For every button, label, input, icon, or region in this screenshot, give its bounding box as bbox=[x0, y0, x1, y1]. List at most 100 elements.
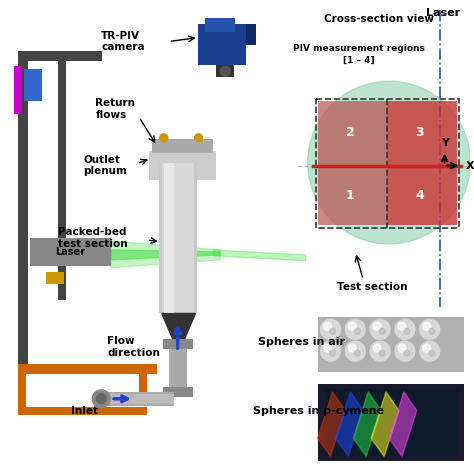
Bar bbox=[14, 66, 22, 114]
Circle shape bbox=[96, 394, 106, 404]
Bar bbox=[318, 384, 465, 461]
Text: Test section: Test section bbox=[337, 282, 408, 292]
Circle shape bbox=[398, 322, 406, 330]
Text: Laser: Laser bbox=[55, 247, 85, 257]
Circle shape bbox=[423, 322, 431, 330]
Circle shape bbox=[320, 341, 340, 361]
Circle shape bbox=[404, 350, 410, 356]
Bar bbox=[57, 61, 65, 300]
Text: 1: 1 bbox=[346, 189, 355, 202]
Text: Spheres in p-cymene: Spheres in p-cymene bbox=[253, 406, 384, 416]
Circle shape bbox=[373, 344, 381, 352]
Circle shape bbox=[346, 341, 365, 361]
Circle shape bbox=[420, 341, 440, 361]
Bar bbox=[18, 61, 28, 369]
Polygon shape bbox=[111, 250, 220, 260]
Circle shape bbox=[373, 322, 381, 330]
Polygon shape bbox=[353, 392, 381, 456]
Polygon shape bbox=[162, 313, 195, 341]
Bar bbox=[162, 163, 193, 313]
Bar bbox=[318, 101, 387, 165]
Circle shape bbox=[370, 319, 390, 339]
Polygon shape bbox=[298, 10, 470, 308]
Bar bbox=[316, 99, 458, 228]
Circle shape bbox=[329, 350, 336, 356]
Circle shape bbox=[354, 328, 360, 334]
Bar bbox=[205, 18, 235, 32]
Text: Laser: Laser bbox=[426, 8, 460, 18]
Circle shape bbox=[379, 350, 385, 356]
Circle shape bbox=[348, 322, 356, 330]
Bar bbox=[94, 392, 173, 406]
Bar bbox=[30, 238, 111, 266]
Circle shape bbox=[194, 134, 202, 142]
Bar bbox=[216, 65, 234, 77]
Polygon shape bbox=[336, 392, 363, 456]
Text: Cross-section view: Cross-section view bbox=[324, 14, 434, 24]
Bar bbox=[163, 387, 192, 397]
Text: TR-PIV
camera: TR-PIV camera bbox=[101, 31, 145, 52]
Circle shape bbox=[348, 344, 356, 352]
Bar bbox=[139, 374, 147, 404]
Circle shape bbox=[423, 344, 431, 352]
Circle shape bbox=[395, 341, 415, 361]
Bar bbox=[46, 272, 64, 283]
Circle shape bbox=[379, 328, 385, 334]
Text: [1 – 4]: [1 – 4] bbox=[344, 56, 375, 65]
Bar bbox=[152, 139, 213, 153]
Bar bbox=[18, 374, 26, 409]
Bar bbox=[149, 151, 216, 181]
Bar bbox=[94, 394, 173, 404]
Text: Inlet: Inlet bbox=[72, 406, 99, 416]
Bar bbox=[199, 24, 246, 65]
Text: X: X bbox=[465, 161, 474, 171]
Circle shape bbox=[329, 328, 336, 334]
Circle shape bbox=[428, 328, 435, 334]
Circle shape bbox=[395, 319, 415, 339]
Text: Y: Y bbox=[441, 137, 448, 148]
Bar bbox=[387, 165, 456, 225]
Text: Spheres in air: Spheres in air bbox=[258, 337, 345, 347]
Polygon shape bbox=[318, 392, 346, 456]
Circle shape bbox=[324, 322, 331, 330]
Circle shape bbox=[92, 390, 110, 408]
Text: 4: 4 bbox=[415, 189, 424, 202]
Bar bbox=[163, 339, 192, 349]
Text: PIV measurement regions: PIV measurement regions bbox=[293, 45, 425, 54]
Bar bbox=[246, 24, 256, 46]
Bar bbox=[325, 389, 458, 456]
Circle shape bbox=[398, 344, 406, 352]
Circle shape bbox=[428, 350, 435, 356]
Circle shape bbox=[320, 319, 340, 339]
Polygon shape bbox=[371, 392, 399, 456]
Circle shape bbox=[370, 341, 390, 361]
Circle shape bbox=[220, 66, 230, 76]
Text: Flow
direction: Flow direction bbox=[107, 337, 160, 358]
Bar bbox=[248, 311, 470, 472]
Circle shape bbox=[354, 350, 360, 356]
Bar bbox=[387, 101, 456, 165]
Circle shape bbox=[160, 134, 168, 142]
Text: 3: 3 bbox=[416, 126, 424, 139]
Polygon shape bbox=[111, 241, 220, 268]
Polygon shape bbox=[389, 392, 417, 456]
Polygon shape bbox=[213, 250, 306, 261]
Circle shape bbox=[324, 344, 331, 352]
Text: Outlet
plenum: Outlet plenum bbox=[83, 155, 127, 176]
Circle shape bbox=[404, 328, 410, 334]
Text: Packed-bed
test section: Packed-bed test section bbox=[57, 227, 127, 249]
Bar bbox=[24, 69, 42, 101]
Circle shape bbox=[346, 319, 365, 339]
Bar bbox=[18, 407, 147, 415]
Bar bbox=[46, 252, 64, 264]
Text: 2: 2 bbox=[346, 126, 355, 139]
Bar bbox=[318, 318, 465, 372]
Text: Return
flows: Return flows bbox=[95, 98, 135, 120]
Bar bbox=[169, 339, 187, 391]
Circle shape bbox=[308, 81, 470, 244]
Bar bbox=[318, 165, 387, 225]
Bar bbox=[164, 163, 173, 313]
Bar bbox=[18, 364, 157, 374]
Bar bbox=[159, 163, 197, 313]
Circle shape bbox=[420, 319, 440, 339]
